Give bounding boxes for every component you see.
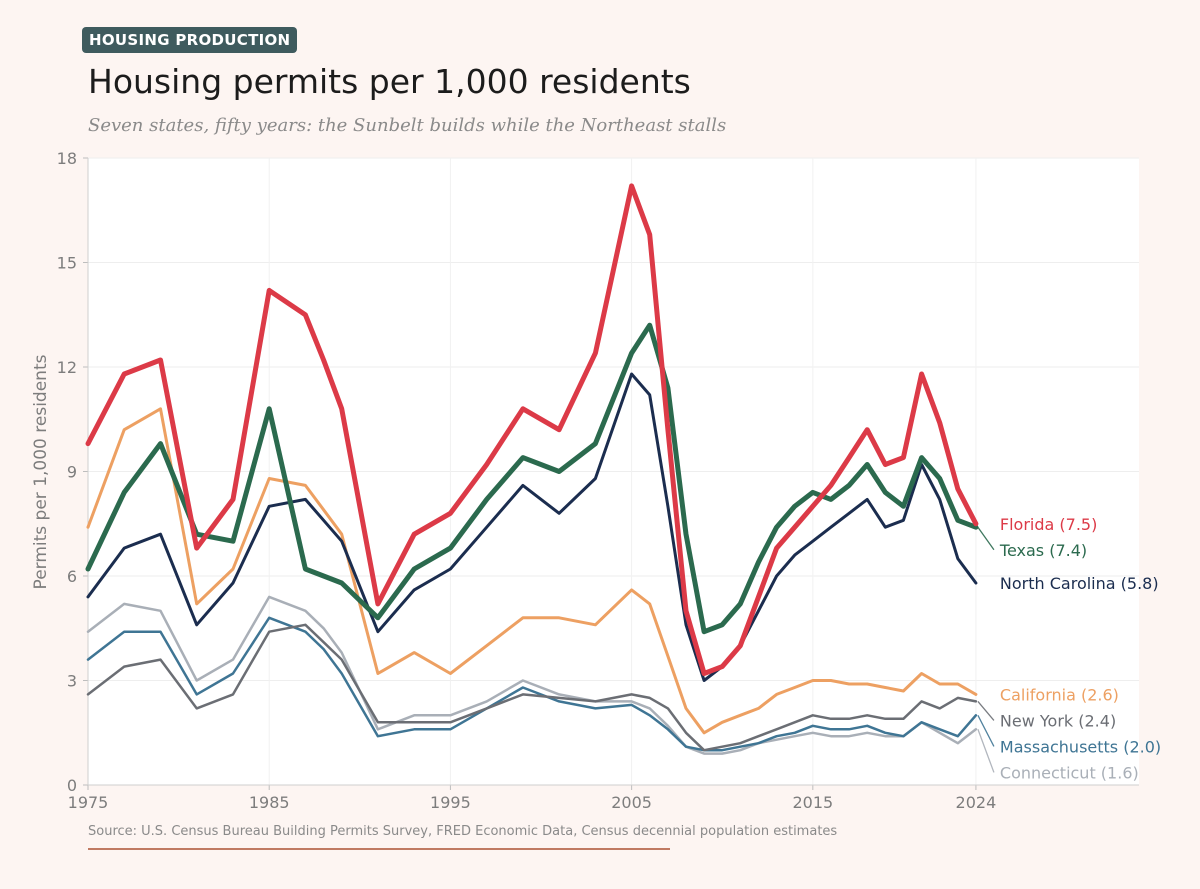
x-tick-label: 2024 [956, 793, 997, 812]
chart-title: Housing permits per 1,000 residents [88, 62, 691, 101]
source-rule [88, 848, 670, 850]
leader-line-massachusetts [977, 715, 995, 747]
x-tick-label: 1995 [430, 793, 471, 812]
series-line-north-carolina [86, 372, 978, 682]
series-label-massachusetts: Massachusetts (2.0) [1000, 737, 1161, 756]
y-tick-label: 12 [57, 358, 77, 377]
leader-line-connecticut [977, 729, 995, 773]
series-line-massachusetts [86, 616, 978, 752]
series-label-north-carolina: North Carolina (5.8) [1000, 574, 1159, 593]
series-label-connecticut: Connecticut (1.6) [1000, 763, 1139, 782]
series-line-new-york [86, 623, 978, 752]
y-tick-label: 6 [67, 567, 77, 586]
series-label-texas: Texas (7.4) [999, 541, 1087, 560]
series-line-california [86, 407, 978, 735]
y-tick-label: 0 [67, 776, 77, 795]
series-lines [85, 183, 979, 755]
y-tick-label: 15 [57, 254, 77, 273]
y-tick-label: 18 [57, 149, 77, 168]
leader-line-texas [977, 526, 995, 551]
series-end-labels: Florida (7.5) Texas (7.4) North Carolina (… [977, 515, 1161, 782]
x-tick-labels: 1975 1985 1995 2005 2015 2024 [68, 793, 997, 812]
series-label-florida: Florida (7.5) [1000, 515, 1097, 534]
series-line-connecticut [86, 595, 978, 755]
axes [83, 157, 1139, 790]
y-tick-label: 9 [67, 463, 77, 482]
y-tick-labels: 0 3 6 9 12 15 18 [57, 149, 77, 795]
x-tick-label: 1975 [68, 793, 109, 812]
category-badge: HOUSING PRODUCTION [82, 27, 298, 53]
series-label-new-york: New York (2.4) [1000, 711, 1116, 730]
x-tick-label: 2005 [611, 793, 652, 812]
series-label-california: California (2.6) [1000, 685, 1119, 704]
grid-lines [88, 157, 1139, 785]
chart-subtitle: Seven states, fifty years: the Sunbelt b… [88, 115, 727, 136]
x-tick-label: 1985 [249, 793, 290, 812]
x-tick-label: 2015 [792, 793, 833, 812]
source-note: Source: U.S. Census Bureau Building Perm… [88, 824, 838, 839]
leader-line-new-york [977, 700, 995, 721]
y-axis-label: Permits per 1,000 residents [31, 354, 51, 589]
series-line-florida [85, 183, 979, 676]
y-tick-label: 3 [67, 672, 77, 691]
